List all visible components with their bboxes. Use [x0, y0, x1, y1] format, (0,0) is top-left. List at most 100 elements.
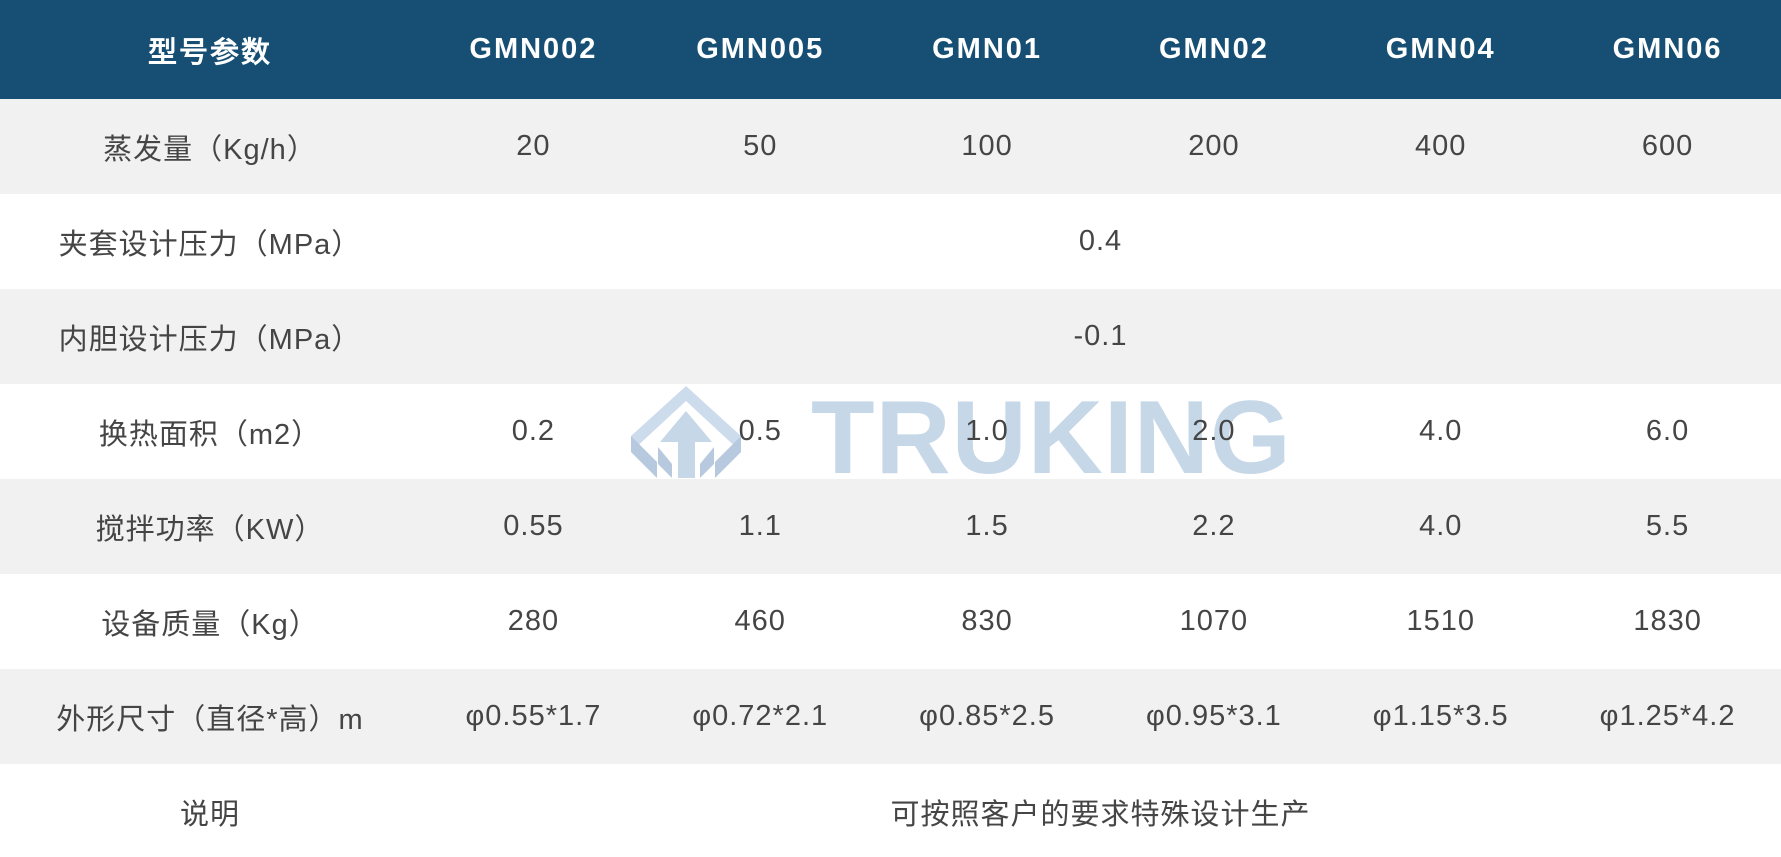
value-cell-text: 50: [743, 130, 778, 162]
table-row: 换热面积（m2） 0.2 0.5 1.0 2.0 4.0 6.0: [0, 384, 1781, 479]
value-cell: 6.0: [1554, 384, 1781, 479]
value-cell-text: 460: [734, 605, 786, 637]
value-cell-text: 1510: [1406, 605, 1475, 637]
merged-value-cell-text: 0.4: [1078, 225, 1123, 257]
row-label-cell: 换热面积（m2）: [0, 384, 420, 479]
row-label-cell: 说明: [0, 764, 420, 857]
value-cell: 5.5: [1554, 479, 1781, 574]
header-cell-model: GMN04: [1327, 0, 1555, 99]
value-cell-text: 200: [1188, 130, 1240, 162]
value-cell: 1.5: [874, 479, 1101, 574]
value-cell: 0.55: [420, 479, 647, 574]
row-label-cell: 搅拌功率（KW）: [0, 479, 420, 574]
row-label-cell-text: 搅拌功率（KW）: [95, 513, 325, 546]
row-label-cell-text: 内胆设计压力（MPa）: [58, 323, 362, 356]
header-cell-model-text: GMN005: [696, 33, 825, 65]
value-cell: 0.2: [420, 384, 647, 479]
header-row: 型号参数 GMN002 GMN005 GMN01 GMN02 GMN04 GMN06: [0, 0, 1781, 99]
header-cell-model: GMN01: [873, 0, 1101, 99]
value-cell-text: 280: [507, 605, 560, 637]
value-cell: 20: [420, 99, 647, 194]
value-cell-text: φ0.95*3.1: [1145, 700, 1282, 732]
value-cell: 50: [647, 99, 874, 194]
value-cell: 100: [874, 99, 1101, 194]
value-cell-text: 1.1: [738, 510, 782, 542]
value-cell: 1.1: [647, 479, 874, 574]
value-cell: 4.0: [1327, 479, 1554, 574]
value-cell: 4.0: [1327, 384, 1554, 479]
value-cell-text: φ0.85*2.5: [919, 700, 1055, 732]
table-row: 说明 可按照客户的要求特殊设计生产: [0, 764, 1781, 857]
value-cell: 280: [420, 574, 647, 669]
row-label-cell: 内胆设计压力（MPa）: [0, 289, 420, 384]
value-cell-text: 20: [516, 130, 551, 162]
table-row: 夹套设计压力（MPa） 0.4: [0, 194, 1781, 289]
value-cell: 1830: [1554, 574, 1781, 669]
row-label-cell-text: 设备质量（Kg）: [101, 608, 319, 641]
value-cell-text: 1830: [1633, 605, 1702, 637]
header-cell-model: GMN02: [1100, 0, 1328, 99]
header-cell-model-text: GMN002: [469, 33, 598, 65]
value-cell-text: 1.0: [965, 415, 1009, 447]
header-cell-model: GMN005: [646, 0, 874, 99]
value-cell: φ0.85*2.5: [874, 669, 1101, 764]
value-cell: 200: [1100, 99, 1327, 194]
merged-value-cell-text: -0.1: [1073, 320, 1128, 352]
row-label-cell: 蒸发量（Kg/h）: [0, 99, 420, 194]
value-cell: φ1.25*4.2: [1554, 669, 1781, 764]
value-cell-text: φ1.25*4.2: [1599, 700, 1736, 732]
table-row: 搅拌功率（KW） 0.55 1.1 1.5 2.2 4.0 5.5: [0, 479, 1781, 574]
value-cell-text: 0.5: [738, 415, 782, 447]
table-row: 蒸发量（Kg/h） 20 50 100 200 400 600: [0, 99, 1781, 194]
value-cell-text: 6.0: [1645, 415, 1690, 447]
value-cell-text: 5.5: [1645, 510, 1690, 542]
merged-value-cell: 可按照客户的要求特殊设计生产: [420, 764, 1781, 857]
table-row: 设备质量（Kg） 280 460 830 1070 1510 1830: [0, 574, 1781, 669]
value-cell: φ0.55*1.7: [420, 669, 647, 764]
value-cell-text: φ0.55*1.7: [465, 700, 602, 732]
value-cell: φ0.95*3.1: [1100, 669, 1327, 764]
spec-table-header: 型号参数 GMN002 GMN005 GMN01 GMN02 GMN04 GMN06: [0, 0, 1781, 99]
header-cell-model: GMN06: [1554, 0, 1781, 99]
value-cell-text: 830: [961, 605, 1013, 637]
row-label-cell-text: 换热面积（m2）: [98, 418, 322, 451]
value-cell-text: φ0.72*2.1: [692, 700, 829, 732]
header-cell-model: GMN002: [420, 0, 647, 99]
header-cell-model-text: GMN01: [932, 33, 1043, 65]
row-label-cell-text: 夹套设计压力（MPa）: [58, 228, 362, 261]
value-cell: 1510: [1327, 574, 1554, 669]
header-cell-model-text: GMN04: [1385, 33, 1496, 65]
value-cell: 460: [647, 574, 874, 669]
value-cell: 1070: [1100, 574, 1327, 669]
value-cell-text: 100: [961, 130, 1013, 162]
row-label-cell-text: 外形尺寸（直径*高）m: [56, 703, 364, 736]
value-cell-text: 0.55: [503, 510, 564, 542]
value-cell: 2.0: [1100, 384, 1327, 479]
row-label-cell: 设备质量（Kg）: [0, 574, 420, 669]
value-cell: φ0.72*2.1: [647, 669, 874, 764]
header-cell-model-text: GMN06: [1612, 33, 1723, 65]
row-label-cell-text: 说明: [179, 798, 240, 831]
value-cell-text: 1.5: [965, 510, 1009, 542]
row-label-cell-text: 蒸发量（Kg/h）: [103, 133, 317, 166]
value-cell-text: 0.2: [511, 415, 556, 447]
merged-value-cell-text: 可按照客户的要求特殊设计生产: [890, 798, 1311, 831]
value-cell-text: 400: [1415, 130, 1467, 162]
header-cell-label-text: 型号参数: [147, 36, 272, 69]
value-cell: 1.0: [874, 384, 1101, 479]
row-label-cell: 外形尺寸（直径*高）m: [0, 669, 420, 764]
spec-table-body: 蒸发量（Kg/h） 20 50 100 200 400 600 夹套设计压力（MPa） 0.4 内…: [0, 99, 1781, 857]
value-cell: 830: [874, 574, 1101, 669]
value-cell: φ1.15*3.5: [1327, 669, 1554, 764]
value-cell: 0.5: [647, 384, 874, 479]
merged-value-cell: 0.4: [420, 194, 1781, 289]
value-cell: 400: [1327, 99, 1554, 194]
value-cell-text: φ1.15*3.5: [1372, 700, 1509, 732]
table-row: 内胆设计压力（MPa） -0.1: [0, 289, 1781, 384]
value-cell: 2.2: [1100, 479, 1327, 574]
row-label-cell: 夹套设计压力（MPa）: [0, 194, 420, 289]
value-cell: 600: [1554, 99, 1781, 194]
merged-value-cell: -0.1: [420, 289, 1781, 384]
